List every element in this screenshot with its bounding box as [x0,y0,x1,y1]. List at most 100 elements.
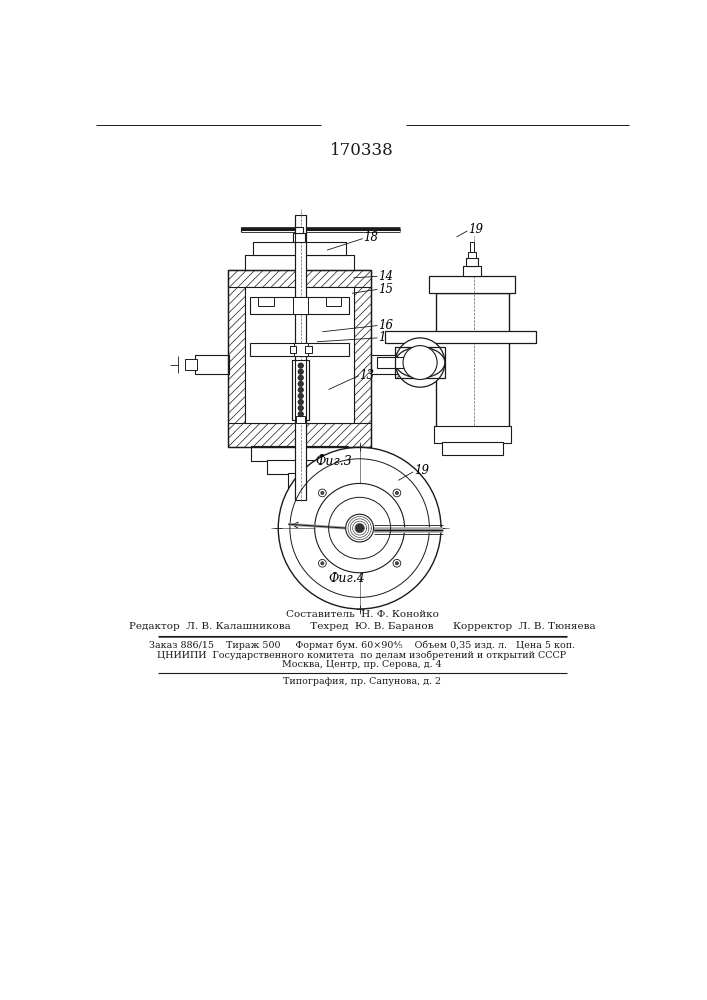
Circle shape [321,562,324,565]
Bar [466,258,478,266]
Bar [251,446,348,461]
Circle shape [298,387,303,393]
Circle shape [393,559,401,567]
Text: Фиг.3: Фиг.3 [315,454,352,467]
Bar [251,446,348,461]
Text: Типография, пр. Сапунова, д. 2: Типография, пр. Сапунова, д. 2 [283,677,441,686]
Bar [296,416,305,423]
Text: ЦНИИПИ  Государственного комитета  по делам изобретений и открытий СССР: ЦНИИПИ Государственного комитета по дела… [158,650,566,660]
Bar [292,360,309,420]
Bar [252,242,346,255]
Bar [436,293,509,428]
Bar [385,331,537,343]
Bar [429,276,515,293]
Bar [292,490,308,500]
Ellipse shape [395,347,445,378]
Bar [462,266,481,276]
Bar [245,255,354,270]
Bar [185,359,197,370]
Circle shape [298,363,303,368]
Text: 18: 18 [363,231,378,244]
Bar [293,343,308,356]
Text: 16: 16 [378,319,393,332]
Circle shape [315,483,404,573]
Text: Редактор  Л. В. Калашникова      Техред  Ю. В. Баранов      Корректор  Л. В. Тюн: Редактор Л. В. Калашникова Техред Ю. В. … [129,622,595,631]
Bar [395,357,411,368]
Bar [267,460,332,474]
Circle shape [298,369,303,374]
Text: 19: 19 [414,464,429,477]
Circle shape [318,489,326,497]
Text: 19: 19 [468,223,483,236]
Text: Заказ 886/15    Тираж 500     Формат бум. 60×90⅘    Объем 0,35 изд. л.   Цена 5 : Заказ 886/15 Тираж 500 Формат бум. 60×90… [149,640,575,650]
Bar [195,355,230,374]
Bar [214,355,230,374]
Bar [296,227,303,233]
Bar [468,252,476,258]
Bar [250,297,349,314]
Text: 17: 17 [378,331,393,344]
Circle shape [298,411,303,417]
Bar [354,270,371,424]
Bar [228,270,371,447]
Bar [228,423,371,447]
Bar [462,266,481,276]
Circle shape [395,562,399,565]
Bar [293,233,305,242]
Bar [267,460,332,474]
Bar [442,442,503,455]
Bar [195,355,211,374]
Bar [228,270,371,287]
Bar [434,426,510,443]
Bar [250,297,349,314]
Bar [293,233,305,242]
Bar [296,227,303,233]
Text: Фиг.3: Фиг.3 [315,455,352,468]
Bar [293,297,308,314]
Bar [245,287,354,423]
Bar [378,357,420,368]
Circle shape [395,338,445,387]
Text: Составитель  Н. Ф. Конойко: Составитель Н. Ф. Конойко [286,610,438,619]
Bar [371,355,385,374]
Circle shape [298,405,303,411]
Circle shape [393,489,401,497]
Bar [288,473,312,492]
Bar [228,270,245,424]
Bar [395,347,445,378]
Bar [252,242,346,255]
Text: 13: 13 [360,369,375,382]
Text: 15: 15 [378,283,393,296]
Bar [250,343,349,356]
Circle shape [298,399,303,405]
Text: Фиг.4: Фиг.4 [329,572,366,585]
Bar [371,355,402,374]
Bar [290,346,296,353]
Circle shape [403,346,437,379]
Bar [468,252,476,258]
Circle shape [318,559,326,567]
Bar [378,357,395,368]
Bar [245,255,354,270]
Bar [258,297,274,306]
Bar [388,355,402,374]
Bar [325,297,341,306]
Bar [296,416,305,423]
Bar [296,215,306,500]
Bar [305,346,312,353]
Bar [250,343,349,356]
Bar [466,258,478,266]
Bar [292,490,308,500]
Bar [288,473,312,492]
Bar [469,242,474,252]
Circle shape [346,514,373,542]
Bar [469,242,474,252]
Bar [325,297,341,306]
Circle shape [298,393,303,399]
Circle shape [279,447,441,609]
Text: Москва, Центр, пр. Серова, д. 4: Москва, Центр, пр. Серова, д. 4 [282,660,442,669]
Circle shape [298,375,303,380]
Circle shape [321,491,324,494]
Text: 170338: 170338 [330,142,394,159]
Circle shape [356,524,363,532]
